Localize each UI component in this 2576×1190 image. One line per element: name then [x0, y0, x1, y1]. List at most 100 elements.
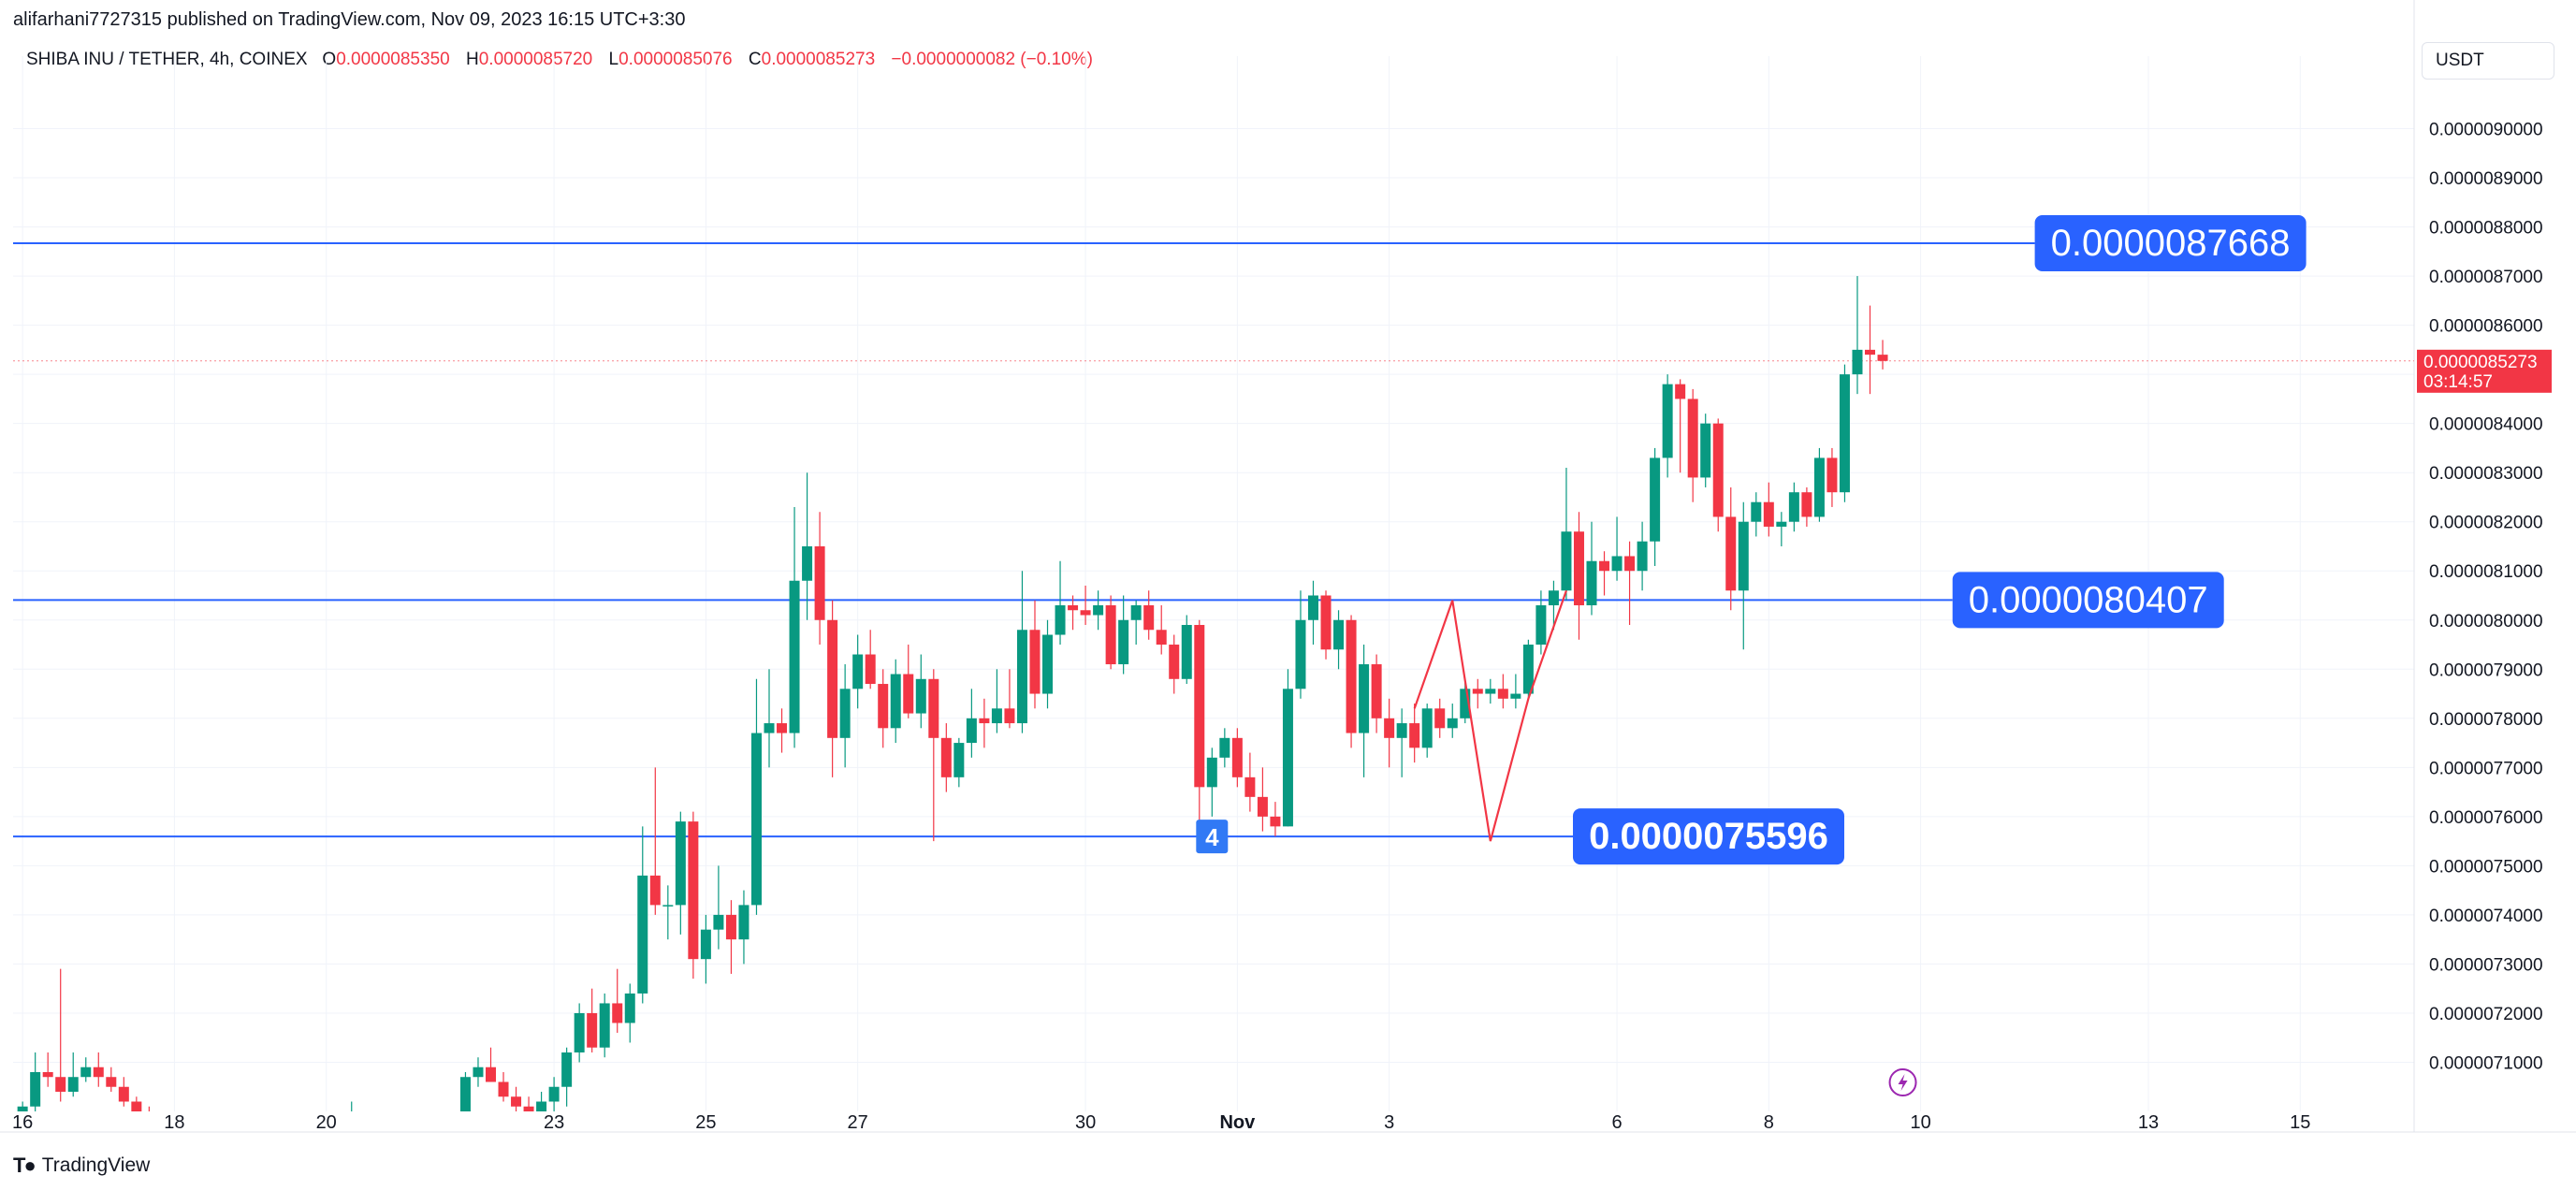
candle-body [1852, 349, 1863, 375]
close-label: C [748, 50, 762, 69]
candle-body [1801, 492, 1812, 517]
y-tick-label: 0.0000077000 [2429, 759, 2543, 778]
candle-body [1181, 625, 1192, 679]
badge-bg [1196, 820, 1229, 854]
candle-body [688, 821, 699, 960]
candle-body [675, 821, 686, 906]
candle-body [1371, 664, 1382, 718]
currency-button[interactable]: USDT [2422, 42, 2554, 80]
candle-body [118, 1086, 129, 1102]
flash-icon-bolt [1898, 1074, 1908, 1091]
candle-body [649, 875, 661, 906]
candle-body [802, 545, 813, 581]
level-label-text: 0.0000080407 [1969, 579, 2208, 620]
candle-body [852, 654, 864, 689]
level-label: 0.0000080407 [1952, 572, 2224, 629]
x-tick-label: 16 [12, 1112, 33, 1133]
candle-body [1270, 816, 1281, 827]
x-tick-label: 8 [1764, 1112, 1774, 1133]
candle-body [1219, 737, 1230, 758]
candle-body [1156, 630, 1167, 646]
y-tick-label: 0.0000071000 [2429, 1053, 2543, 1073]
candle-body [459, 1077, 471, 1111]
candle-body [55, 1077, 66, 1092]
candle-body [1700, 423, 1711, 478]
candle-body [1093, 605, 1104, 616]
candle-body [1497, 689, 1508, 699]
y-tick-label: 0.0000089000 [2429, 169, 2543, 189]
candle-body [1042, 634, 1054, 694]
brand-label: TradingView [41, 1154, 151, 1176]
candle-body [713, 914, 724, 930]
candle-body [928, 678, 939, 738]
level-label: 0.0000075596 [1573, 808, 1845, 865]
candle-body [814, 545, 825, 620]
candle-body [750, 733, 762, 906]
candle-body [1637, 541, 1648, 572]
candle-body [17, 1106, 28, 1111]
candle-body [1611, 556, 1623, 572]
tradingview-brand[interactable]: T● TradingView [13, 1154, 150, 1178]
candle-body [1118, 619, 1129, 665]
candle-body [1169, 645, 1180, 679]
candle-body [1029, 630, 1041, 694]
candle-body [1548, 590, 1559, 606]
candle-body [599, 1003, 610, 1048]
candle-body [1231, 737, 1243, 777]
candle-body [624, 993, 635, 1023]
x-tick-label: 23 [544, 1112, 564, 1133]
y-tick-label: 0.0000076000 [2429, 808, 2543, 828]
candle-body [574, 1012, 585, 1052]
candle-body [979, 718, 990, 724]
y-tick-label: 0.0000084000 [2429, 415, 2543, 435]
x-tick-label: 15 [2290, 1112, 2310, 1133]
y-tick-label: 0.0000075000 [2429, 857, 2543, 877]
candle-body [1396, 723, 1407, 738]
x-tick-label: 6 [1611, 1112, 1622, 1133]
candle-body [1333, 619, 1345, 650]
candle-body [1244, 776, 1256, 797]
candle-body [637, 875, 648, 994]
y-tick-label: 0.0000073000 [2429, 955, 2543, 975]
price-tag-countdown: 03:14:57 [2423, 372, 2493, 392]
candle-body [1257, 796, 1268, 817]
candle-body [1384, 718, 1395, 738]
badge-label: 4 [1205, 823, 1219, 851]
candle-body [548, 1086, 560, 1102]
candle-body [940, 737, 952, 777]
candle-body [1865, 349, 1876, 356]
candle-body [536, 1101, 547, 1111]
candle-body [1788, 492, 1799, 522]
candle-body [1839, 374, 1850, 493]
candle-body [1434, 708, 1446, 729]
y-tick-label: 0.0000088000 [2429, 219, 2543, 239]
candle-body [93, 1067, 104, 1078]
change-value: −0.0000000082 (−0.10%) [891, 50, 1093, 69]
plot-area [13, 242, 2414, 1111]
open-value: 0.0000085350 [336, 50, 450, 69]
y-tick-label: 0.0000087000 [2429, 268, 2543, 287]
candle-body [1675, 384, 1686, 399]
candle-body [1282, 689, 1293, 827]
x-tick-label: 27 [848, 1112, 868, 1133]
candle-body [1712, 423, 1724, 517]
candle-body [827, 619, 838, 738]
candle-body [865, 654, 876, 685]
candle-body [498, 1081, 509, 1097]
candle-body [473, 1067, 484, 1078]
candle-body [1068, 605, 1079, 611]
candle-body [511, 1096, 522, 1107]
x-tick-label: 3 [1384, 1112, 1394, 1133]
candle-body [67, 1077, 79, 1092]
x-tick-label: Nov [1219, 1112, 1256, 1133]
candle-body [587, 1012, 598, 1048]
y-tick-label: 0.0000078000 [2429, 710, 2543, 730]
candle-body [1725, 516, 1737, 591]
level-label-bg [1573, 808, 1845, 865]
candle-body [1813, 457, 1825, 517]
y-tick-label: 0.0000080000 [2429, 612, 2543, 631]
candle-body [1573, 531, 1584, 606]
symbol-title[interactable]: SHIBA INU / TETHER, 4h, COINEX [26, 50, 308, 69]
x-tick-label: 13 [2138, 1112, 2159, 1133]
